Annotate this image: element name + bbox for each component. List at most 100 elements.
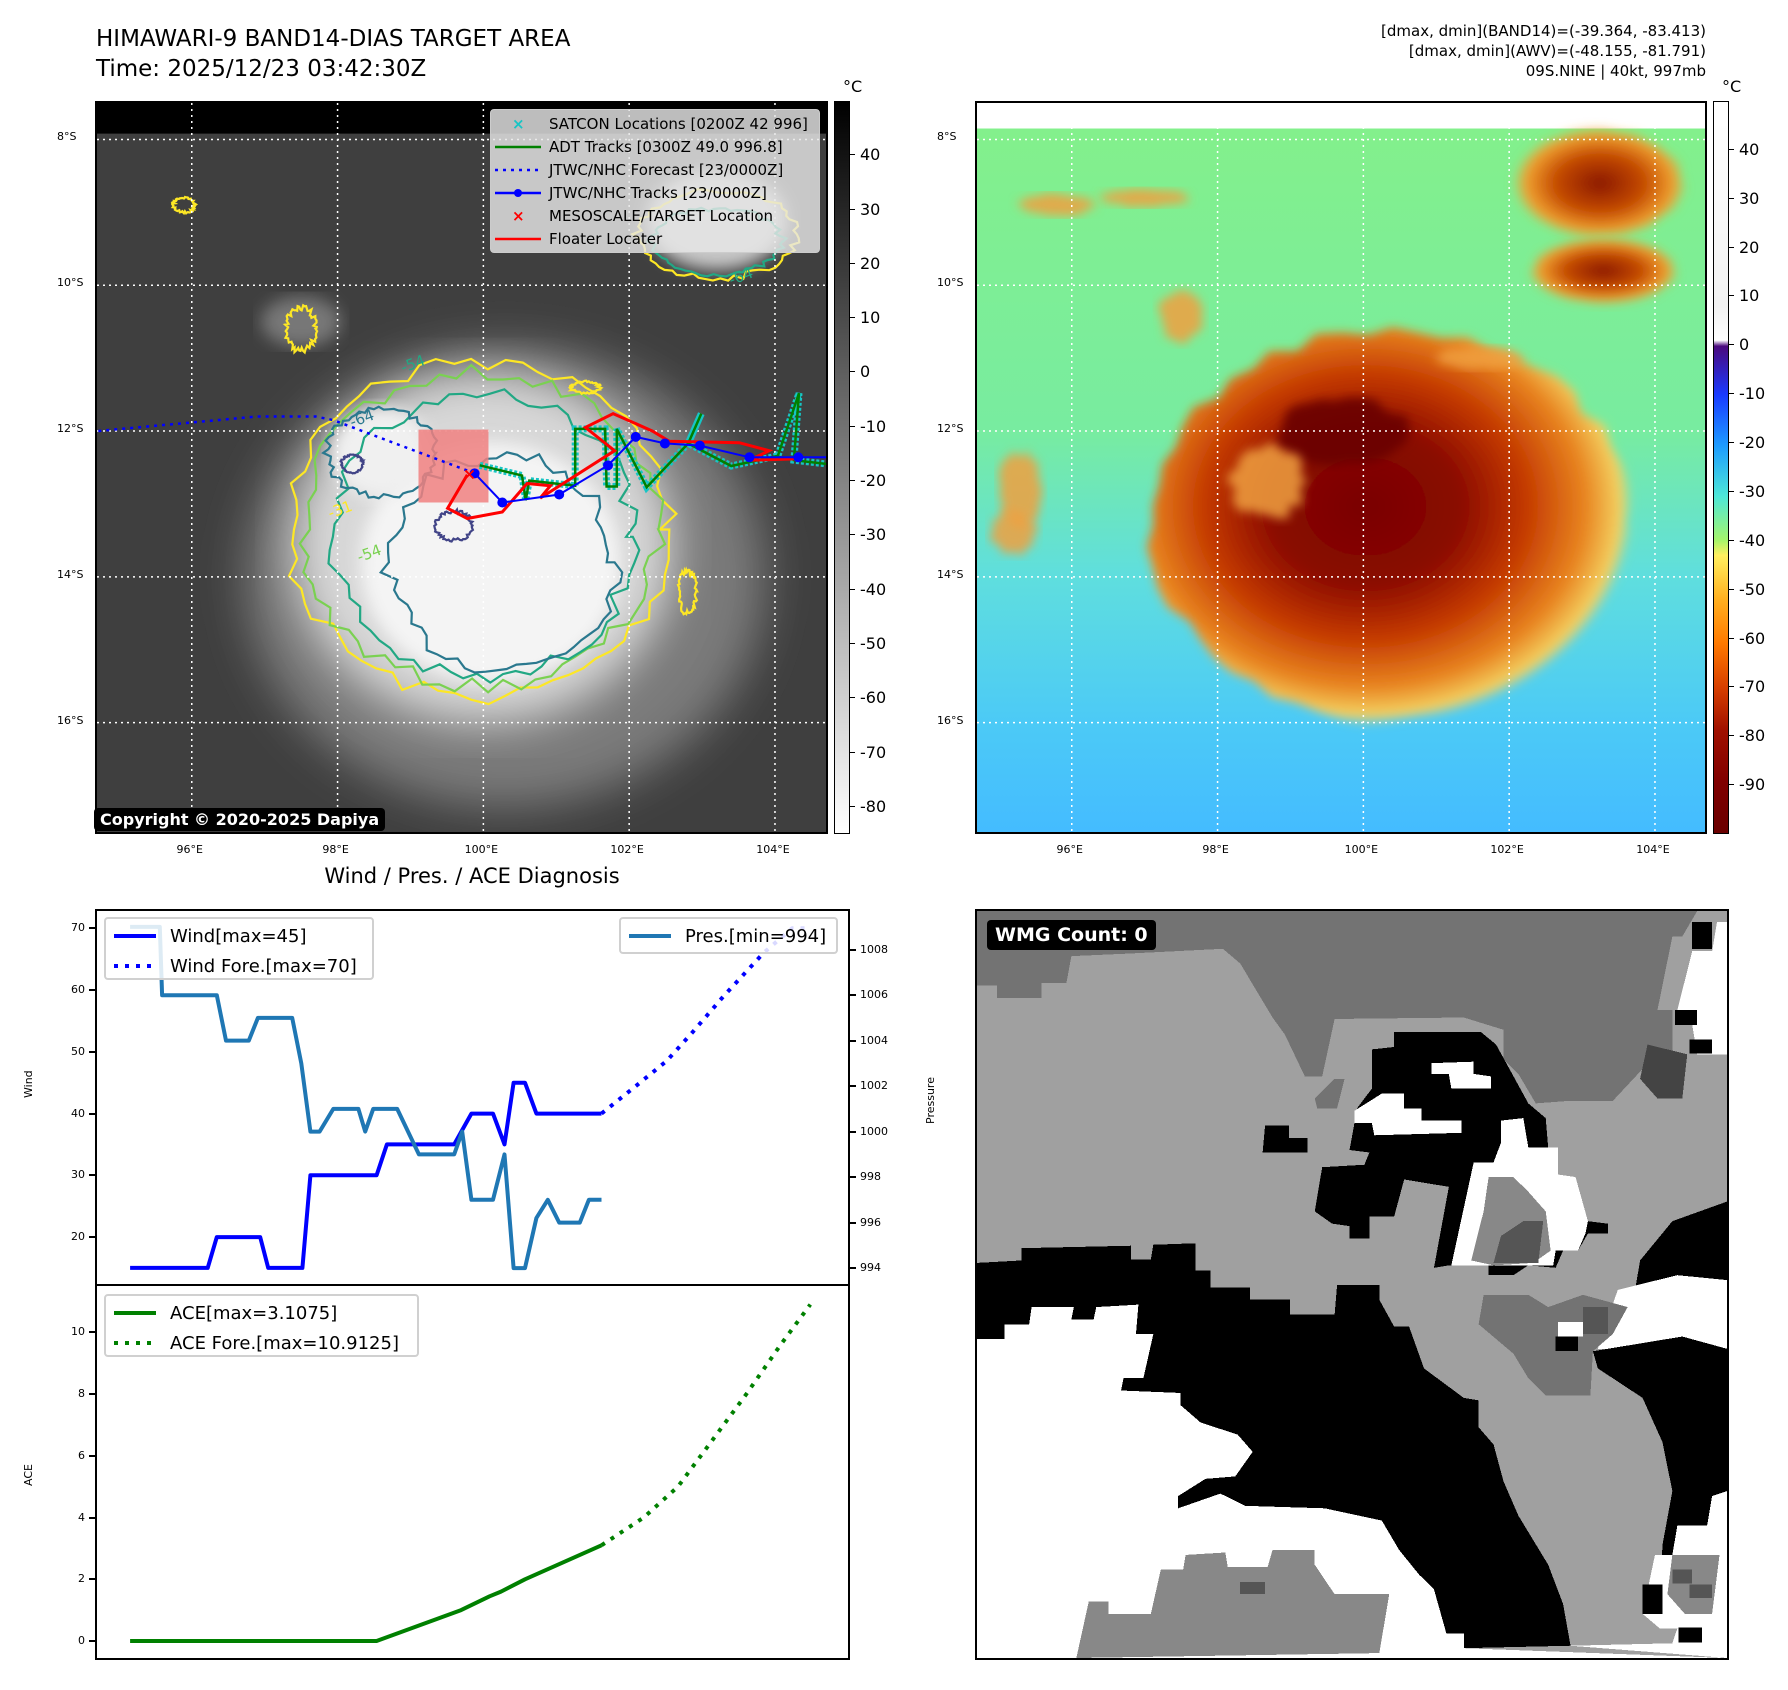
wind-legend-label: Wind[max=45] xyxy=(170,925,307,947)
colorbar-tick xyxy=(1729,197,1734,199)
colorbar-tick-label: -50 xyxy=(860,633,887,653)
colorbar-tick-label: 20 xyxy=(860,253,881,273)
y2-tick xyxy=(850,948,856,951)
y-tick xyxy=(89,1050,95,1053)
y2-tick-label: 998 xyxy=(860,1170,881,1184)
colorbar-tick-label: -60 xyxy=(1739,628,1766,648)
colorbar-tick-label: -70 xyxy=(860,742,887,762)
lat-label: 12°S xyxy=(937,422,964,436)
map-legend-label: Floater Locater xyxy=(549,229,663,248)
series-line-pres- xyxy=(130,924,602,1271)
temperature-contour xyxy=(282,303,319,355)
x-marker-icon: × xyxy=(512,118,525,130)
pres-legend-swatch xyxy=(629,934,671,938)
storm-info: 09S.NINE | 40kt, 997mb xyxy=(1525,62,1706,80)
ace-legend-swatch xyxy=(114,1311,156,1315)
ace-axis-label: ACE xyxy=(22,1464,35,1486)
ace-fore-legend-label: ACE Fore.[max=10.9125] xyxy=(170,1332,399,1354)
awv-map-panel xyxy=(975,101,1707,834)
y-tick xyxy=(89,1236,95,1239)
colorbar-tick-label: 10 xyxy=(860,308,881,328)
lon-label: 98°E xyxy=(1202,843,1229,856)
colorbar-tick xyxy=(850,317,855,319)
colorbar-tick xyxy=(850,642,855,644)
y2-tick-label: 994 xyxy=(860,1261,881,1275)
colorbar-tick-label: -30 xyxy=(860,525,887,545)
colorbar-awv xyxy=(1713,101,1729,834)
series-line-wind-fore- xyxy=(600,926,811,1116)
pres-legend-label: Pres.[min=994] xyxy=(685,925,827,947)
storm-moisture-area xyxy=(1146,327,1634,726)
ir-cloud-nw xyxy=(261,296,342,347)
wind-legend-swatch xyxy=(114,934,156,938)
timestamp: Time: 2025/12/23 03:42:30Z xyxy=(96,56,427,82)
lat-label: 14°S xyxy=(937,567,964,581)
y2-tick-label: 1008 xyxy=(860,942,888,956)
series-line-ace-fore- xyxy=(600,1303,812,1547)
y-tick xyxy=(89,1112,95,1115)
ne-moisture-area xyxy=(1512,126,1688,240)
wind-axis-label: Wind xyxy=(22,1070,35,1098)
y-tick xyxy=(89,927,95,930)
y-tick xyxy=(89,1640,95,1643)
map-legend-item: ADT Tracks [0300Z 49.0 996.8] xyxy=(491,135,819,158)
temperature-contour xyxy=(567,379,604,396)
colorbar-tick-label: -10 xyxy=(1739,384,1766,404)
colorbar-tick xyxy=(1729,637,1734,639)
colorbar-tick xyxy=(850,751,855,753)
svg-text:×: × xyxy=(512,118,525,130)
colorbar-tick xyxy=(850,262,855,264)
colorbar-tick xyxy=(850,425,855,427)
colorbar-tick xyxy=(850,534,855,536)
jtwc-track-point xyxy=(793,452,804,463)
ace-plot xyxy=(130,1303,812,1643)
colorbar-tick-label: 20 xyxy=(1739,237,1760,257)
colorbar-tick xyxy=(1729,686,1734,688)
lat-label: 10°S xyxy=(937,276,964,290)
colorbar-ir-unit: °C xyxy=(843,77,863,96)
diagnosis-title: Wind / Pres. / ACE Diagnosis xyxy=(324,864,620,888)
map-legend-label: MESOSCALE/TARGET Location xyxy=(549,206,774,225)
colorbar-tick-label: -30 xyxy=(1739,481,1766,501)
y-tick xyxy=(89,1331,95,1334)
map-legend-item: × SATCON Locations [0200Z 42 996] xyxy=(491,112,819,135)
scattered-moisture xyxy=(989,508,1038,557)
wmg-panel xyxy=(975,909,1729,1660)
wmg-count-badge: WMG Count: 0 xyxy=(987,920,1156,950)
lat-label: 16°S xyxy=(57,713,84,727)
colorbar-tick xyxy=(1729,442,1734,444)
no-data-strip xyxy=(977,103,1705,129)
scattered-moisture xyxy=(1016,193,1098,217)
copyright-badge: Copyright © 2020-2025 Dapiya xyxy=(94,808,386,831)
map-legend-item: Floater Locater xyxy=(491,227,819,250)
line-icon xyxy=(495,145,541,148)
target-location-marker: × xyxy=(463,464,476,483)
lat-label: 8°S xyxy=(57,130,77,144)
ace-chart xyxy=(95,1284,850,1660)
y-tick-label: 60 xyxy=(71,983,85,997)
ace-fore-legend-swatch xyxy=(114,1341,156,1345)
colorbar-tick-label: -40 xyxy=(860,579,887,599)
y-tick-label: 50 xyxy=(71,1044,85,1058)
temperature-contour xyxy=(339,453,366,475)
awv-map xyxy=(977,103,1705,832)
temperature-contour xyxy=(433,506,475,543)
colorbar-tick-label: 40 xyxy=(1739,139,1760,159)
lon-label: 98°E xyxy=(322,843,349,856)
colorbar-tick-label: 30 xyxy=(860,199,881,219)
colorbar-tick-label: -20 xyxy=(1739,433,1766,453)
jtwc-track xyxy=(473,435,826,504)
colorbar-tick-label: -60 xyxy=(860,688,887,708)
scattered-moisture xyxy=(1099,188,1191,208)
colorbar-tick xyxy=(850,371,855,373)
colorbar-tick-label: 40 xyxy=(860,145,881,165)
y2-tick xyxy=(850,1130,856,1133)
y-tick xyxy=(89,1516,95,1519)
lat-label: 8°S xyxy=(937,130,957,144)
series-line-wind xyxy=(130,1080,602,1270)
map-legend-label: JTWC/NHC Tracks [23/0000Z] xyxy=(549,183,767,202)
lon-label: 102°E xyxy=(610,843,644,856)
pressure-axis-label: Pressure xyxy=(924,1077,937,1124)
lon-label: 104°E xyxy=(756,843,790,856)
colorbar-tick xyxy=(850,588,855,590)
